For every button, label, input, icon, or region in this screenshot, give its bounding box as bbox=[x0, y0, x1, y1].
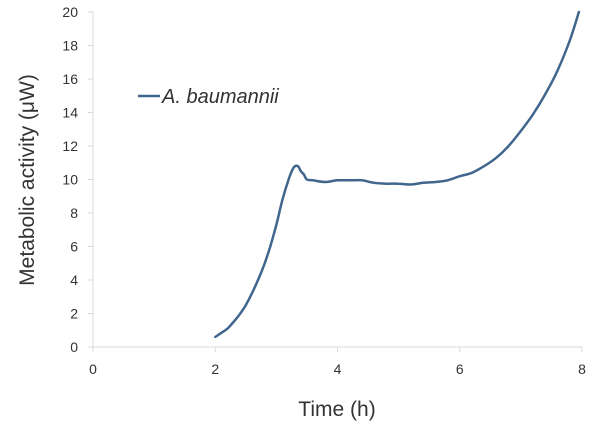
series-line-a-baumannii bbox=[214, 10, 581, 339]
y-tick-label: 18 bbox=[62, 38, 78, 54]
y-tick-label: 2 bbox=[70, 306, 78, 322]
x-axis-ticks: 0 2 4 6 8 bbox=[89, 347, 586, 377]
y-tick-label: 16 bbox=[62, 71, 78, 87]
x-tick-label: 6 bbox=[456, 361, 464, 377]
y-tick-label: 6 bbox=[70, 239, 78, 255]
y-tick-label: 14 bbox=[62, 105, 78, 121]
x-tick-label: 2 bbox=[211, 361, 219, 377]
y-axis-title: Metabolic activity (μW) bbox=[16, 74, 39, 286]
x-tick-label: 4 bbox=[334, 361, 342, 377]
x-tick-label: 0 bbox=[89, 361, 97, 377]
y-tick-label: 10 bbox=[62, 172, 78, 188]
legend: A. baumannii bbox=[138, 86, 279, 108]
y-tick-label: 12 bbox=[62, 138, 78, 154]
x-tick-label: 8 bbox=[578, 361, 586, 377]
y-axis-ticks: 0 2 4 6 8 10 12 14 16 18 20 bbox=[62, 4, 93, 355]
y-tick-label: 0 bbox=[70, 339, 78, 355]
y-tick-label: 4 bbox=[70, 272, 78, 288]
y-tick-label: 20 bbox=[62, 4, 78, 20]
x-axis-title: Time (h) bbox=[298, 398, 375, 421]
legend-label: A. baumannii bbox=[161, 86, 279, 108]
y-tick-label: 8 bbox=[70, 205, 78, 221]
